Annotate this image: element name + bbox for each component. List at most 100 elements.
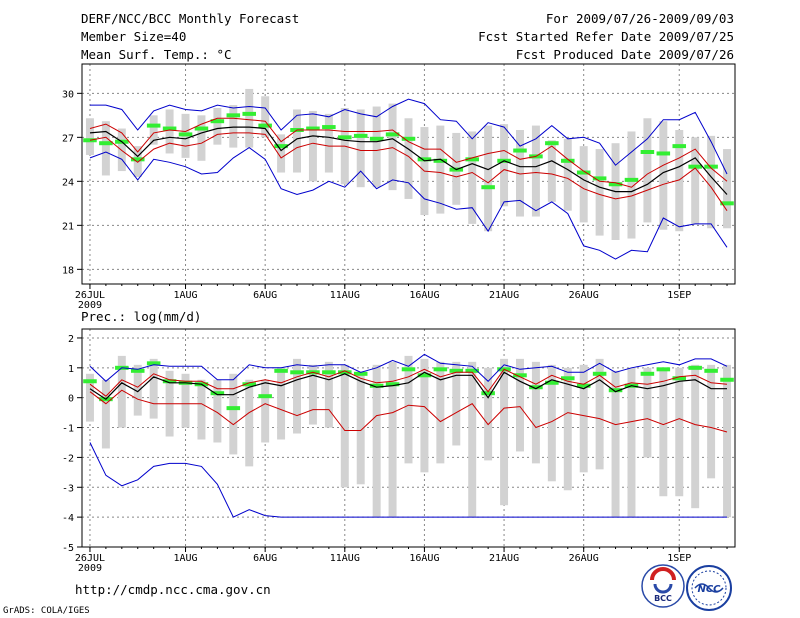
p0-box: [547, 140, 556, 202]
p1-box: [308, 364, 317, 425]
p1-median: [688, 365, 702, 370]
p1-median: [513, 373, 527, 378]
p1-box: [452, 361, 461, 446]
member-size: Member Size=40: [81, 29, 187, 44]
p0-box: [117, 128, 126, 172]
p0-median: [162, 126, 177, 131]
p0-box: [500, 124, 509, 207]
p0-median: [210, 119, 225, 124]
p0-median: [704, 164, 718, 169]
p0-box: [468, 131, 477, 224]
p1-box: [691, 364, 700, 509]
p0-median: [146, 123, 161, 128]
p1-median: [258, 394, 272, 399]
p0-box: [516, 130, 524, 217]
p1-median: [704, 368, 718, 373]
p1-box: [197, 379, 206, 440]
p1-xtick-label: 21AUG: [489, 553, 519, 564]
grads-credit: GrADS: COLA/IGES: [3, 606, 90, 616]
p0-frame: [81, 63, 736, 285]
p0-xtick-sublabel: 2009: [78, 300, 102, 311]
p0-median: [720, 201, 734, 206]
p1-xtick-label: 11AUG: [330, 553, 360, 564]
p0-box: [356, 109, 365, 188]
p1-box: [516, 358, 524, 452]
p0-median: [433, 158, 448, 163]
p1-box: [213, 379, 222, 443]
p0-median: [83, 138, 97, 143]
p0-median: [576, 170, 591, 175]
p1-xtick-sublabel: 2009: [78, 563, 102, 574]
p1-median: [83, 379, 97, 384]
p1-box: [261, 379, 270, 443]
p0-median: [353, 133, 368, 138]
p0-median: [338, 135, 352, 140]
p1-box: [611, 370, 620, 518]
p0-box: [133, 146, 142, 177]
p1-box: [340, 364, 349, 488]
p0-box: [165, 109, 174, 154]
p1-median: [465, 368, 479, 373]
p1-box: [547, 364, 556, 482]
p1-xtick-label: 6AUG: [253, 553, 277, 564]
p1-median: [146, 361, 161, 366]
p1-median: [481, 391, 495, 396]
p1-box: [659, 367, 668, 497]
p1-xtick-label: 16AUG: [409, 553, 439, 564]
fcst-started: Fcst Started Refer Date 2009/07/25: [478, 29, 734, 44]
p1-median: [720, 377, 734, 382]
p1-ytick-label: -3: [62, 483, 74, 494]
p0-median: [592, 176, 607, 181]
p0-box: [85, 118, 94, 155]
p1-box: [149, 358, 158, 419]
p0-median: [624, 177, 639, 182]
p1-median: [672, 376, 687, 381]
p1-median: [433, 367, 448, 372]
p0-median: [258, 123, 272, 128]
source-url[interactable]: http://cmdp.ncc.cma.gov.cn: [75, 582, 271, 597]
p0-median: [688, 164, 702, 169]
p0-median: [608, 182, 623, 187]
p0-line-upper-inner: [89, 117, 728, 188]
p0-box: [627, 131, 636, 239]
p0-box: [643, 118, 652, 223]
p1-xtick-label: 26JUL: [75, 553, 105, 564]
p0-ytick-label: 18: [62, 265, 74, 276]
p1-median: [640, 371, 655, 376]
p0-median: [130, 157, 145, 162]
p0-median: [99, 141, 113, 146]
p1-median: [130, 368, 145, 373]
p1-median: [290, 370, 304, 375]
p1-median: [162, 379, 177, 384]
p0-median: [306, 126, 320, 131]
p0-median: [465, 157, 479, 162]
p0-box: [563, 138, 572, 211]
p1-median: [369, 383, 384, 388]
p0-median: [640, 150, 655, 154]
p1-box: [627, 367, 636, 518]
p1-line-lower-inner: [89, 389, 728, 433]
p1-box: [372, 364, 381, 518]
p0-box: [101, 121, 110, 176]
p0-xtick-label: 26JUL: [75, 290, 105, 301]
p0-median: [656, 151, 671, 156]
p1-box: [181, 373, 190, 428]
p0-box: [404, 118, 413, 199]
p1-box: [579, 364, 588, 473]
p0-ytick-label: 27: [62, 133, 74, 144]
p1-median: [449, 368, 464, 373]
p1-box: [468, 361, 477, 518]
p0-ytick-label: 24: [62, 177, 74, 188]
p0-xtick-label: 26AUG: [569, 290, 599, 301]
p1-median: [576, 383, 591, 388]
p0-median: [322, 125, 336, 130]
p0-xtick-label: 16AUG: [409, 290, 439, 301]
p0-box: [484, 125, 493, 232]
p1-median: [560, 376, 575, 381]
precip-panel-title: Prec.: log(mm/d): [81, 309, 202, 324]
p0-box: [245, 88, 254, 148]
p1-box: [723, 364, 732, 518]
p1-box: [531, 361, 540, 464]
p0-box: [579, 146, 588, 223]
p0-xtick-label: 1SEP: [667, 290, 691, 301]
